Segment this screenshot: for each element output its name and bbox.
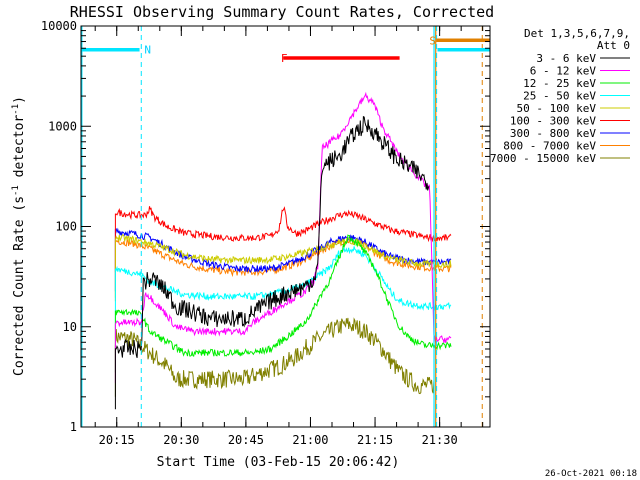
y-tick-label: 10 [63, 320, 77, 334]
series-line-12-25-kev [114, 234, 452, 373]
footer-timestamp: 26-Oct-2021 00:18 [545, 469, 637, 479]
plot-area: N F S [81, 26, 490, 427]
y-tick-label: 1000 [48, 119, 77, 133]
annotation-s: S [429, 34, 436, 47]
x-tick-label: 20:30 [163, 433, 199, 447]
series-line-50-100-kev [114, 234, 452, 298]
annotation-n: N [144, 44, 151, 57]
legend-label: 6 - 12 keV [530, 65, 597, 78]
y-tick-label: 1 [70, 420, 77, 434]
x-tick-label: 21:00 [292, 433, 328, 447]
legend-header-attenuator: Att 0 [597, 39, 630, 52]
legend-label: 25 - 50 keV [523, 90, 596, 103]
x-tick-label: 21:15 [357, 433, 393, 447]
series-line-100-300-kev [114, 206, 452, 273]
series-line-7000-15000-kev [114, 317, 435, 397]
plot-frame [80, 25, 491, 428]
series-line-3-6-kev [114, 115, 430, 410]
x-tick-label: 20:45 [228, 433, 264, 447]
legend-label: 300 - 800 keV [510, 127, 596, 140]
legend-header-detectors: Det 1,3,5,6,7,9, [524, 27, 630, 40]
legend-label: 7000 - 15000 keV [490, 152, 596, 165]
x-tick-label: 20:15 [99, 433, 135, 447]
series-line-6-12-kev [114, 91, 452, 383]
chart-title: RHESSI Observing Summary Count Rates, Co… [70, 3, 494, 21]
y-axis-label-sup2: -1 [11, 104, 21, 115]
y-axis-label-part1: Corrected Count Rate (s [12, 196, 27, 376]
x-axis-ticks: 20:15 20:30 20:45 21:00 21:15 21:30 [94, 26, 484, 447]
axes [80, 25, 491, 428]
y-axis-label-part3: ) [12, 96, 27, 104]
y-axis-label-part2: detector [12, 115, 27, 186]
x-tick-label: 21:30 [422, 433, 458, 447]
legend-label: 12 - 25 keV [523, 77, 596, 90]
legend-label: 100 - 300 keV [510, 115, 596, 128]
y-axis-label: Corrected Count Rate (s-1 detector-1) [11, 96, 27, 376]
legend-label: 800 - 7000 keV [503, 140, 596, 153]
y-axis-ticks: 1 10 100 1000 10000 [41, 19, 490, 434]
y-axis-label-sup1: -1 [11, 185, 21, 196]
y-tick-label: 100 [55, 220, 77, 234]
y-tick-label: 10000 [41, 19, 77, 33]
annotation-f: F [281, 52, 288, 65]
x-axis-label: Start Time (03-Feb-15 20:06:42) [157, 455, 400, 470]
legend-label: 50 - 100 keV [517, 102, 597, 115]
legend-label: 3 - 6 keV [536, 52, 596, 65]
series-line-800-7000-kev [114, 237, 452, 302]
